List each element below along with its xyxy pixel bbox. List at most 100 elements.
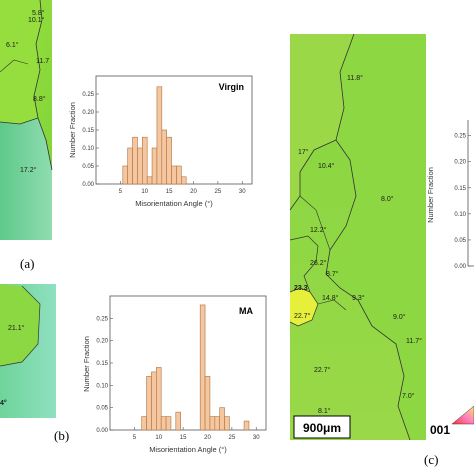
- x-axis-label: Misorientation Angle (°): [149, 445, 227, 454]
- chart-title: MA: [239, 306, 253, 316]
- x-tick-label: 15: [166, 189, 173, 195]
- histogram-bar: [127, 147, 133, 185]
- angle-label: 8.8°: [33, 95, 46, 103]
- panel-a-map: 5.8° 10.1° 6.1° 11.7 8.8° 17.2°: [0, 0, 53, 240]
- histogram-bar: [219, 407, 225, 431]
- x-tick-label: 5: [119, 189, 123, 195]
- y-tick-label: 0.00: [96, 428, 108, 434]
- x-tick-label: 20: [204, 435, 211, 441]
- histogram-bar: [166, 136, 172, 185]
- histogram-bar: [156, 367, 162, 431]
- scale-bar-label: 900μm: [303, 421, 341, 435]
- histogram-bar: [156, 86, 163, 185]
- angle-label: 9.0°: [393, 313, 406, 321]
- histogram-bar: [181, 176, 187, 185]
- y-tick-label: 0.05: [96, 406, 108, 412]
- panel-label-c: (c): [424, 452, 438, 467]
- y-tick-label: 0.10: [82, 146, 94, 152]
- angle-label: 12.2°: [310, 226, 327, 234]
- x-tick-label: 15: [180, 435, 187, 441]
- chart-ma: MA Number Fraction Misorientation Angle …: [82, 295, 267, 454]
- histogram-bar: [204, 376, 211, 431]
- x-tick-label: 10: [141, 189, 148, 195]
- chart-frame: [467, 120, 474, 267]
- angle-label: 8.0°: [381, 195, 394, 203]
- histogram-bar: [141, 416, 147, 431]
- y-axis-label: Number Fraction: [68, 102, 77, 158]
- scale-bar-box: [293, 415, 351, 439]
- angle-label: 9.3°: [352, 294, 365, 302]
- y-tick-label: 0.05: [82, 164, 94, 170]
- y-tick-label: 0.15: [82, 128, 94, 134]
- histogram-bar: [165, 416, 172, 431]
- angle-label: 22.7°: [314, 366, 331, 374]
- angle-label: 23.3: [294, 285, 308, 292]
- angle-label: 4°: [0, 399, 7, 407]
- histogram-bar: [146, 176, 153, 185]
- chart-frame: [109, 295, 267, 431]
- x-tick-label: 10: [155, 435, 162, 441]
- y-tick-label: 0.00: [82, 182, 94, 188]
- histogram-bar: [137, 147, 143, 185]
- histogram-bar: [171, 165, 177, 185]
- angle-label: 17°: [298, 148, 309, 156]
- angle-label: 7.0°: [402, 392, 415, 400]
- x-tick-label: 20: [190, 189, 197, 195]
- ipf-label-001: 001: [430, 423, 450, 437]
- angle-label: 17.2°: [20, 166, 37, 174]
- histogram-bar: [160, 416, 167, 431]
- ipf-triangle-legend: 001: [430, 405, 474, 437]
- angle-label: 8.7°: [326, 270, 339, 278]
- histogram-bar: [122, 165, 128, 185]
- ipf-triangle: [451, 405, 474, 425]
- panel-b-map: 21.1° 4°: [0, 284, 56, 418]
- angle-label: 26.2°: [310, 259, 327, 267]
- histogram-bar: [209, 416, 216, 431]
- x-tick-label: 5: [133, 435, 137, 441]
- y-tick-label: 0.10: [96, 383, 108, 389]
- x-tick-label: 25: [229, 435, 236, 441]
- x-tick-label: 30: [253, 435, 260, 441]
- histogram-bar: [243, 420, 250, 431]
- y-axis-label: Number Fraction: [82, 336, 91, 392]
- angle-label: 6.1°: [6, 41, 19, 49]
- y-tick-label: 0.15: [96, 361, 108, 367]
- histogram-bar: [161, 129, 167, 185]
- histogram-bar: [151, 371, 157, 431]
- histogram-bar: [176, 165, 182, 185]
- y-tick-label: 0.25: [96, 316, 108, 322]
- y-axis-label: Number Fraction: [426, 167, 435, 223]
- angle-label: 10.1°: [28, 16, 45, 24]
- angle-label: 14.8°: [322, 294, 339, 302]
- angle-label: 8.1°: [318, 407, 331, 415]
- x-axis-label: Misorientation Angle (°): [135, 199, 213, 208]
- y-tick-label: 0.25: [454, 134, 466, 140]
- histogram-bar: [146, 376, 152, 431]
- histogram-bar: [151, 147, 158, 185]
- y-tick-label: 0.05: [454, 238, 466, 244]
- y-tick-label: 0.20: [82, 110, 94, 116]
- angle-label: 10.4°: [318, 162, 335, 170]
- angle-label: 22.7°: [294, 312, 311, 320]
- angle-label: 11.7: [36, 58, 49, 65]
- y-tick-label: 0.25: [82, 92, 94, 98]
- y-tick-label: 0.00: [454, 264, 466, 270]
- angle-label: 21.1°: [8, 324, 25, 332]
- y-tick-label: 0.20: [454, 160, 466, 166]
- histogram-bar: [214, 416, 220, 431]
- angle-label: 11.8°: [347, 74, 363, 82]
- y-tick-label: 0.20: [96, 339, 108, 345]
- x-tick-label: 30: [239, 189, 246, 195]
- y-tick-label: 0.15: [454, 186, 466, 192]
- histogram-bar: [132, 136, 138, 185]
- angle-label: 11.7°: [406, 337, 422, 345]
- panel-label-a: (a): [20, 256, 34, 271]
- chart-partial: Number Fraction 0.00 0.05 0.10 0.15 0.20 0.25: [426, 120, 474, 270]
- histogram-bar: [175, 411, 181, 431]
- histogram-bar: [199, 304, 206, 431]
- y-tick-label: 0.10: [454, 212, 466, 218]
- x-tick-label: 25: [215, 189, 222, 195]
- angle-label: 5.8°: [32, 9, 45, 17]
- histogram-bar: [224, 416, 230, 431]
